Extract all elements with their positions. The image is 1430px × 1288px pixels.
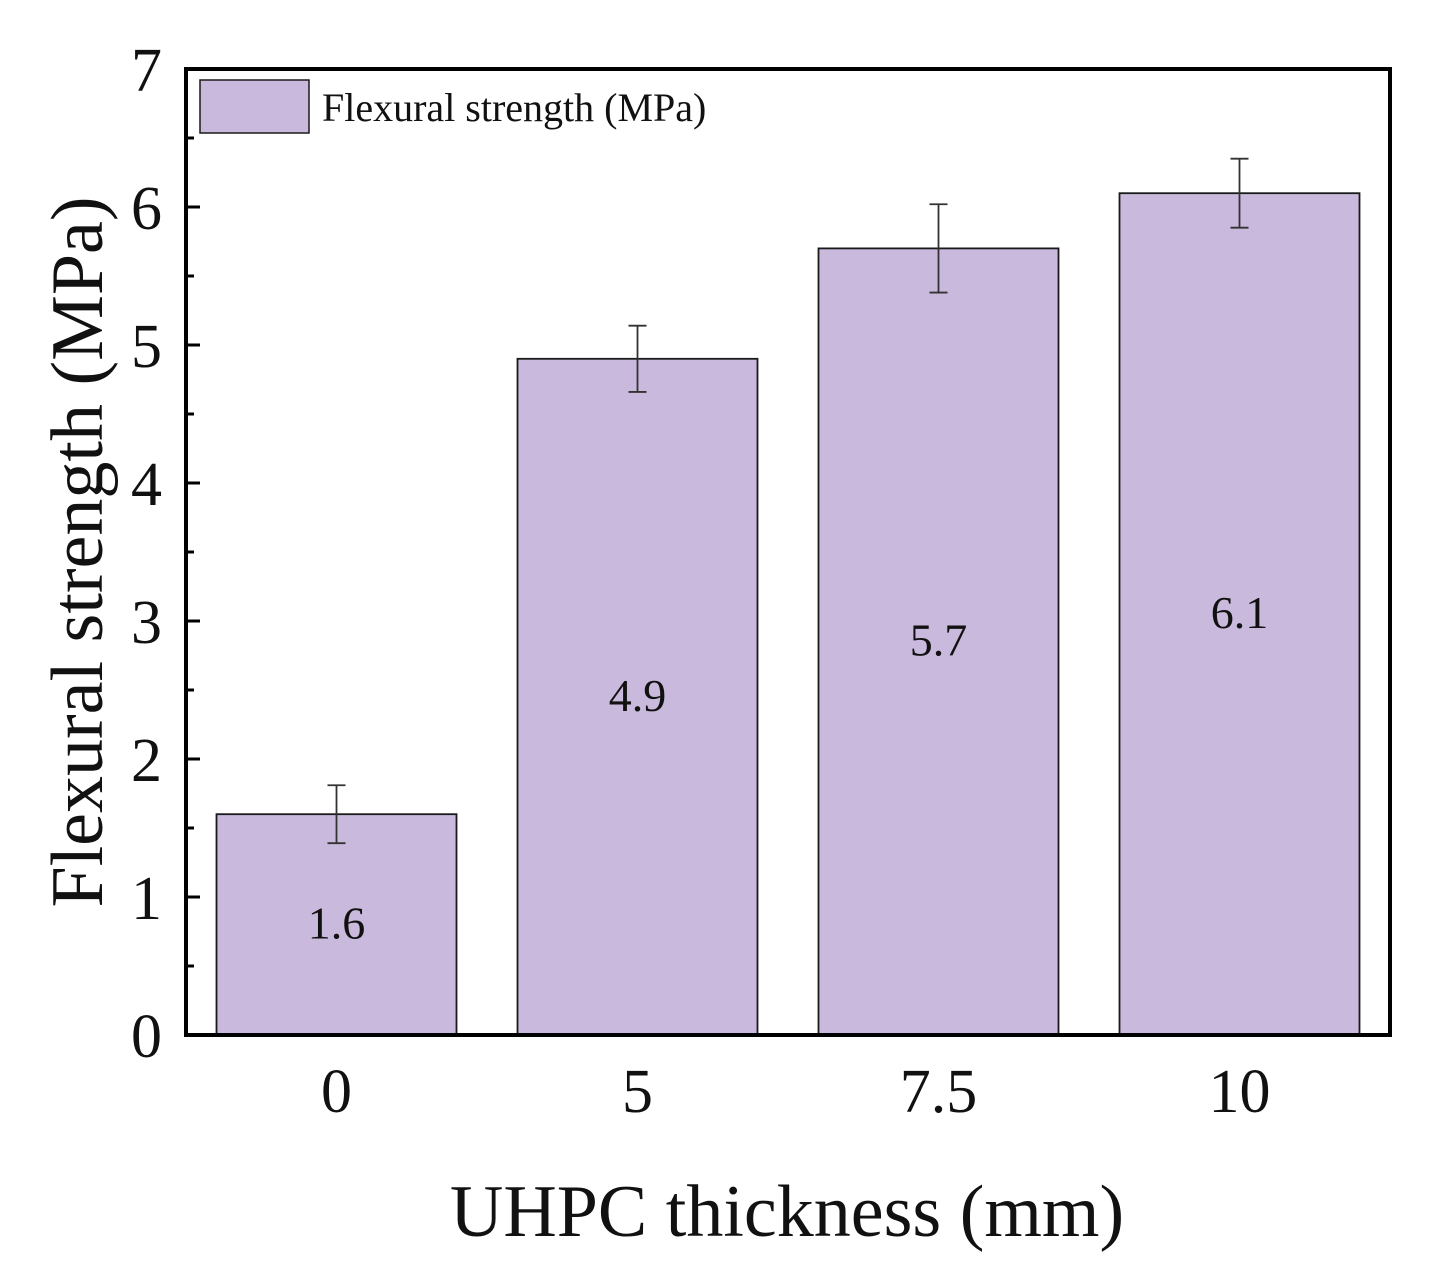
x-tick-label-5: 5 <box>622 1058 653 1126</box>
y-tick-label-3: 3 <box>131 589 162 657</box>
y-tick-label-2: 2 <box>131 727 162 795</box>
x-tick-label-0: 0 <box>321 1058 352 1126</box>
y-tick-label-1: 1 <box>131 865 162 933</box>
data-label-10: 6.1 <box>1211 587 1269 638</box>
data-label-5: 4.9 <box>609 670 667 721</box>
error-bars-layer <box>327 157 1249 845</box>
data-label-7.5: 5.7 <box>910 615 968 666</box>
y-tick-label-4: 4 <box>131 451 162 519</box>
y-tick-label-5: 5 <box>131 313 162 381</box>
bar-5 <box>516 357 759 1036</box>
x-tick-label-7.5: 7.5 <box>900 1058 978 1126</box>
data-label-0: 1.6 <box>308 898 366 949</box>
bar-0 <box>215 813 458 1036</box>
bars-layer <box>215 192 1361 1036</box>
y-tick-label-0: 0 <box>131 1003 162 1071</box>
y-tick-label-7: 7 <box>131 37 162 105</box>
legend-swatch <box>199 79 310 134</box>
bar-10 <box>1118 192 1361 1036</box>
data-labels-layer: 1.6 4.9 5.7 6.1 <box>308 587 1269 949</box>
x-tick-label-10: 10 <box>1209 1058 1271 1126</box>
legend: Flexural strength (MPa) <box>199 79 706 134</box>
x-axis-title: UHPC thickness (mm) <box>450 1171 1124 1253</box>
ticks-layer: 0 5 7.5 10 0 1 2 3 4 5 6 7 <box>131 37 1271 1126</box>
y-axis-title: Flexural strength (MPa) <box>37 196 119 907</box>
y-tick-label-6: 6 <box>131 175 162 243</box>
legend-label: Flexural strength (MPa) <box>322 85 706 130</box>
